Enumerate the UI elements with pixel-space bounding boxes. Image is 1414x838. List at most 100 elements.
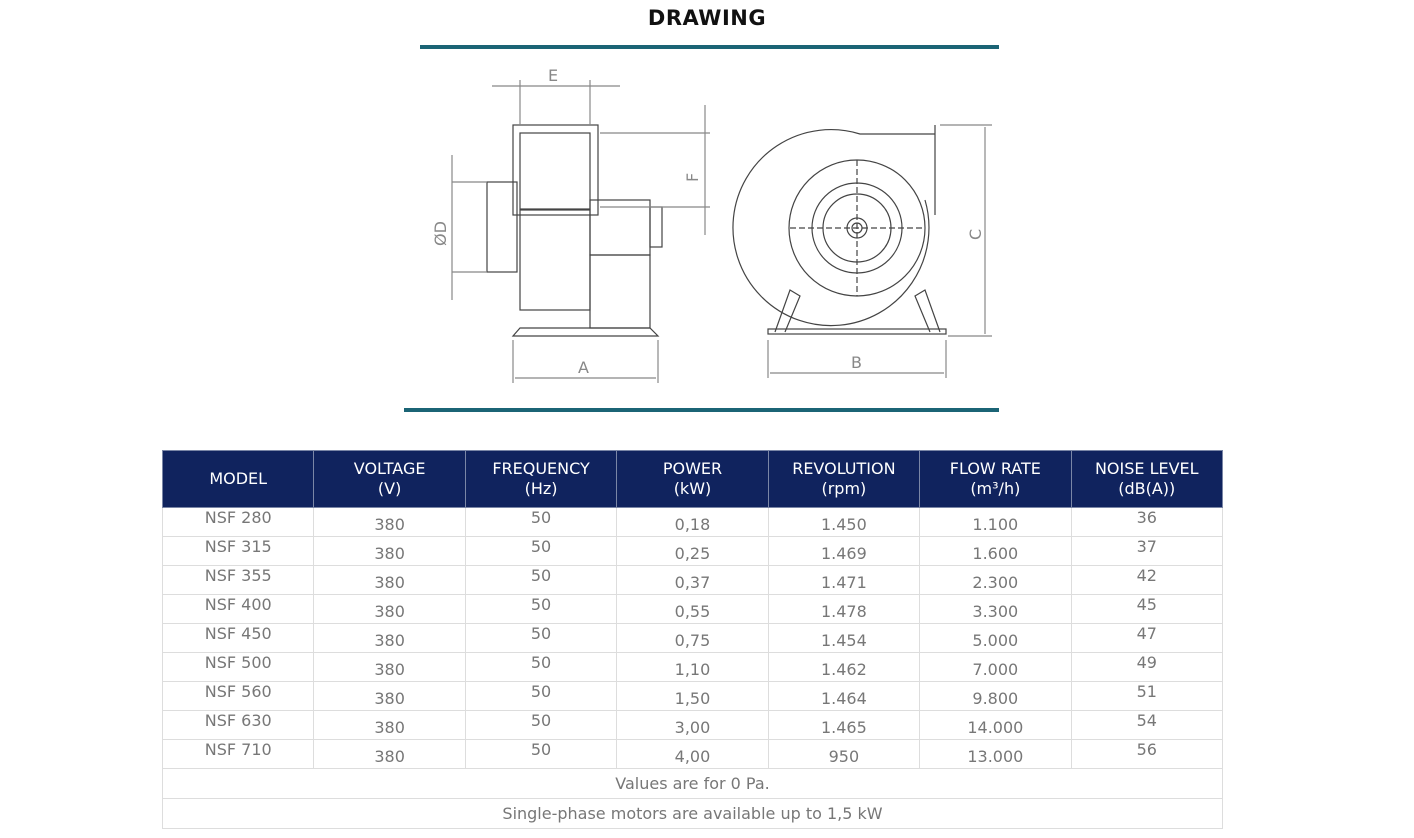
column-header: NOISE LEVEL (dB(A)) — [1070, 450, 1224, 508]
header-unit: (rpm) — [821, 479, 867, 498]
table-note-row: Values are for 0 Pa. — [162, 768, 1223, 799]
table-cell: 5.000 — [919, 623, 1072, 653]
dimension-b-label: B — [851, 353, 862, 372]
table-cell: 42 — [1070, 565, 1224, 595]
table-cell: 1.471 — [767, 565, 921, 595]
table-cell: 380 — [313, 507, 466, 537]
table-cell: NSF 560 — [161, 681, 315, 711]
table-cell: 50 — [464, 623, 618, 653]
table-cell: 380 — [313, 681, 466, 711]
table-cell: 380 — [313, 536, 466, 566]
column-header: REVOLUTION (rpm) — [767, 450, 921, 508]
dimension-a-label: A — [578, 358, 589, 377]
table-note: Single-phase motors are available up to … — [162, 798, 1223, 829]
table-cell: 3,00 — [616, 710, 769, 740]
table-cell: NSF 280 — [161, 507, 315, 537]
table-cell: 50 — [464, 739, 618, 769]
header-unit: (kW) — [673, 479, 712, 498]
table-cell: 37 — [1070, 536, 1224, 566]
table-cell: NSF 630 — [161, 710, 315, 740]
table-cell: 380 — [313, 739, 466, 769]
table-cell: 47 — [1070, 623, 1224, 653]
table-row: NSF 630 380 50 3,00 1.465 14.000 54 — [161, 710, 1224, 740]
table-cell: NSF 355 — [161, 565, 315, 595]
table-row: NSF 710 380 50 4,00 950 13.000 56 — [161, 739, 1224, 769]
table-header-row: MODEL VOLTAGE (V) FREQUENCY (Hz) POWER (kW) REV… — [161, 450, 1224, 508]
table-cell: 380 — [313, 594, 466, 624]
table-row: NSF 560 380 50 1,50 1.464 9.800 51 — [161, 681, 1224, 711]
table-cell: NSF 450 — [161, 623, 315, 653]
side-view — [451, 80, 710, 383]
table-cell: 50 — [464, 710, 618, 740]
table-cell: 0,75 — [616, 623, 769, 653]
column-header: MODEL — [161, 450, 315, 508]
table-cell: 0,25 — [616, 536, 769, 566]
table-cell: 0,55 — [616, 594, 769, 624]
table-cell: NSF 500 — [161, 652, 315, 682]
bottom-divider — [404, 408, 999, 412]
table-cell: 50 — [464, 594, 618, 624]
header-unit: (dB(A)) — [1118, 479, 1176, 498]
header-label: FLOW RATE — [949, 459, 1041, 478]
table-cell: 50 — [464, 507, 618, 537]
table-cell: 1.462 — [767, 652, 921, 682]
table-cell: 50 — [464, 565, 618, 595]
table-cell: NSF 400 — [161, 594, 315, 624]
table-cell: 49 — [1070, 652, 1224, 682]
table-cell: 54 — [1070, 710, 1224, 740]
table-note-row: Single-phase motors are available up to … — [162, 798, 1223, 829]
table-cell: 380 — [313, 652, 466, 682]
dimension-e-label: E — [548, 66, 558, 85]
table-cell: 2.300 — [919, 565, 1072, 595]
table-cell: 9.800 — [919, 681, 1072, 711]
table-cell: 1.450 — [767, 507, 921, 537]
table-cell: 1.465 — [767, 710, 921, 740]
table-row: NSF 400 380 50 0,55 1.478 3.300 45 — [161, 594, 1224, 624]
table-cell: 7.000 — [919, 652, 1072, 682]
table-cell: 50 — [464, 652, 618, 682]
table-cell: 1,10 — [616, 652, 769, 682]
table-cell: 36 — [1070, 507, 1224, 537]
header-label: MODEL — [209, 469, 268, 488]
header-label: REVOLUTION — [792, 459, 896, 478]
front-view — [732, 124, 992, 378]
table-cell: 1,50 — [616, 681, 769, 711]
table-cell: 1.454 — [767, 623, 921, 653]
table-row: NSF 315 380 50 0,25 1.469 1.600 37 — [161, 536, 1224, 566]
table-note: Values are for 0 Pa. — [162, 768, 1223, 799]
table-cell: 3.300 — [919, 594, 1072, 624]
header-label: NOISE LEVEL — [1094, 459, 1199, 478]
table-cell: 1.469 — [767, 536, 921, 566]
table-cell: 1.600 — [919, 536, 1072, 566]
table-row: NSF 355 380 50 0,37 1.471 2.300 42 — [161, 565, 1224, 595]
header-label: FREQUENCY — [492, 459, 590, 478]
table-cell: 380 — [313, 565, 466, 595]
table-cell: 0,18 — [616, 507, 769, 537]
table-cell: 950 — [767, 739, 921, 769]
top-divider — [420, 45, 999, 49]
table-cell: 1.100 — [919, 507, 1072, 537]
column-header: VOLTAGE (V) — [313, 450, 466, 508]
table-cell: 4,00 — [616, 739, 769, 769]
table-cell: 56 — [1070, 739, 1224, 769]
table-cell: 380 — [313, 710, 466, 740]
table-cell: 1.478 — [767, 594, 921, 624]
table-cell: 51 — [1070, 681, 1224, 711]
header-label: VOLTAGE — [353, 459, 426, 478]
table-cell: 13.000 — [919, 739, 1072, 769]
table-cell: NSF 710 — [161, 739, 315, 769]
dimension-f-label: F — [683, 173, 702, 182]
dimension-d-label: ØD — [431, 221, 450, 246]
column-header: POWER (kW) — [616, 450, 769, 508]
header-label: POWER — [662, 459, 723, 478]
table-row: NSF 450 380 50 0,75 1.454 5.000 47 — [161, 623, 1224, 653]
page-title: DRAWING — [647, 6, 767, 30]
table-cell: 1.464 — [767, 681, 921, 711]
header-unit: (V) — [377, 479, 402, 498]
table-cell: 380 — [313, 623, 466, 653]
fan-technical-drawing: E A B C ØD F — [431, 66, 992, 383]
table-cell: 50 — [464, 681, 618, 711]
header-unit: (Hz) — [524, 479, 558, 498]
dimension-c-label: C — [966, 229, 985, 240]
specifications-table: MODEL VOLTAGE (V) FREQUENCY (Hz) POWER (kW) REV… — [161, 450, 1224, 829]
